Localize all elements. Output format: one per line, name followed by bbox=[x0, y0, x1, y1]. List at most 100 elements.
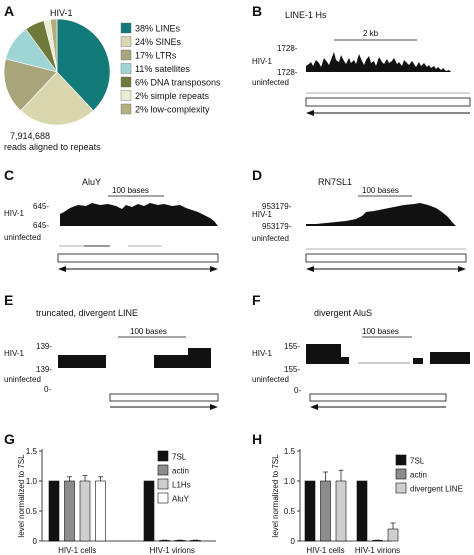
x-tick-label: HIV-1 virions bbox=[150, 546, 195, 555]
pie-legend-label: 2% low-complexity bbox=[135, 105, 210, 115]
bar-aluy bbox=[95, 480, 106, 542]
legend-label: divergent LINE bbox=[410, 485, 463, 494]
panel-c-track-hiv: HIV-1 bbox=[4, 209, 25, 218]
pie-legend-label: 2% simple repeats bbox=[135, 91, 210, 101]
bar-7sl bbox=[304, 480, 316, 542]
panel-f-top-value: 155- bbox=[284, 342, 300, 351]
pie-legend-label: 6% DNA transposons bbox=[135, 78, 221, 88]
y-axis-label: level normalized to 7SL bbox=[17, 454, 26, 538]
legend-label: actin bbox=[172, 467, 189, 476]
legend-label: AluY bbox=[172, 495, 190, 504]
legend-label: 7SL bbox=[410, 457, 425, 466]
panel-c-gene-box bbox=[57, 253, 219, 263]
panel-c-track-uninfected: uninfected bbox=[4, 233, 41, 242]
panel-e-coverage-block-1 bbox=[58, 355, 106, 368]
panel-b-coverage-track bbox=[306, 52, 451, 72]
panel-d-top-value: 953179- bbox=[262, 202, 292, 211]
panel-d-title: RN7SL1 bbox=[318, 177, 352, 187]
panel-f-label: F bbox=[252, 292, 261, 308]
panel-e-top-value: 139- bbox=[36, 342, 52, 351]
pie-legend-swatch bbox=[120, 63, 132, 74]
panel-d-label: D bbox=[252, 167, 262, 183]
panel-b-arrow-head bbox=[306, 110, 314, 116]
panel-d: D RN7SL1 100 bases 953179- HIV-1 953179-… bbox=[252, 167, 467, 272]
x-tick-label: HIV-1 cells bbox=[306, 546, 344, 555]
panel-f-zero-value: 0- bbox=[294, 386, 301, 395]
bar-chart-h: level normalized to 7SL 0 0.5 1.0 1.5 HIV-1 c… bbox=[271, 447, 463, 555]
panel-d-coverage-track bbox=[306, 203, 456, 226]
panel-f-coverage-block-2 bbox=[341, 357, 349, 364]
bar-aluy bbox=[190, 540, 201, 542]
legend-swatch bbox=[395, 468, 407, 480]
panel-b-bottom-value: 1728- bbox=[277, 68, 298, 77]
panel-d-track-uninfected: uninfected bbox=[252, 234, 289, 243]
x-tick-label: HIV-1 cells bbox=[58, 546, 96, 555]
legend-swatch bbox=[395, 482, 407, 494]
y-tick-label: 1.0 bbox=[26, 477, 38, 486]
pie-legend-label: 11% satellites bbox=[135, 64, 190, 74]
panel-c-scale-label: 100 bases bbox=[112, 186, 149, 195]
y-tick-label: 1.0 bbox=[284, 477, 296, 486]
panel-a-label: A bbox=[4, 3, 14, 19]
panel-d-bottom-value: 953179- bbox=[262, 222, 292, 231]
panel-g-label: G bbox=[4, 431, 15, 447]
pie-legend-swatch bbox=[120, 76, 132, 88]
pie-legend: 38% LINEs 24% SINEs 17% LTRs 11% satellites… bbox=[120, 22, 221, 115]
panel-f-arrow-head bbox=[310, 404, 318, 410]
panel-d-scale-label: 100 bases bbox=[362, 186, 399, 195]
pie-legend-swatch bbox=[120, 103, 132, 115]
pie-slice-lines bbox=[56, 18, 111, 112]
pie-legend-swatch bbox=[120, 49, 132, 61]
panel-e-bottom-value: 139- bbox=[36, 365, 52, 374]
bar-chart-g: level normalized to 7SL 0 0.5 1.0 1.5 HIV-1 c… bbox=[17, 447, 216, 555]
panel-d-track-hiv: HIV-1 bbox=[252, 210, 273, 219]
panel-f-track-hiv: HIV-1 bbox=[252, 349, 273, 358]
bar-7sl bbox=[48, 480, 60, 542]
panel-e-track-uninfected: uninfected bbox=[4, 375, 41, 384]
legend-label: actin bbox=[410, 471, 427, 480]
x-tick-label: HIV-1 virions bbox=[355, 546, 400, 555]
panel-f-coverage-block-3 bbox=[413, 358, 423, 364]
panel-f-bottom-value: 155- bbox=[284, 365, 300, 374]
panel-e-title: truncated, divergent LINE bbox=[36, 308, 138, 318]
bar-l1hs bbox=[174, 540, 186, 542]
panel-c: C AluY 100 bases 645- HIV-1 645- uninfec… bbox=[4, 167, 219, 272]
panel-d-gene-box bbox=[305, 253, 467, 263]
y-tick-label: 0.5 bbox=[26, 507, 38, 516]
panel-c-arrow-head-left bbox=[58, 266, 66, 272]
panel-f: F divergent AluS 100 bases 155- HIV-1 15… bbox=[252, 292, 470, 410]
panel-e-track-hiv: HIV-1 bbox=[4, 349, 25, 358]
legend-swatch bbox=[157, 450, 169, 462]
legend-label: L1Hs bbox=[172, 481, 191, 490]
panel-c-bottom-value: 645- bbox=[33, 221, 49, 230]
panel-f-track-uninfected: uninfected bbox=[252, 375, 289, 384]
panel-f-gene-box bbox=[309, 393, 447, 402]
panel-b-title: LINE-1 Hs bbox=[285, 10, 327, 20]
panel-h: H level normalized to 7SL 0 0.5 1.0 1.5 HIV-1… bbox=[252, 431, 463, 555]
panel-a: A HIV-1 38% LINEs 24% SINEs 17% LTRs 11% sa… bbox=[3, 3, 221, 152]
panel-b-label: B bbox=[252, 3, 262, 19]
panel-b-scale-label: 2 kb bbox=[363, 29, 379, 38]
panel-e-gene-box bbox=[109, 393, 219, 402]
panel-f-coverage-block-1 bbox=[306, 344, 341, 364]
pie-legend-swatch bbox=[120, 36, 132, 47]
legend-swatch bbox=[157, 464, 169, 476]
legend-swatch bbox=[395, 454, 407, 466]
pie-legend-label: 17% LTRs bbox=[135, 51, 177, 61]
panel-c-arrow-head-right bbox=[210, 266, 218, 272]
pie-chart bbox=[3, 18, 111, 126]
panel-e-scale-label: 100 bases bbox=[130, 327, 167, 336]
bar-divergent-line bbox=[387, 528, 399, 542]
panel-e-coverage-block-2 bbox=[154, 355, 190, 368]
pie-legend-label: 38% LINEs bbox=[135, 24, 181, 34]
reads-caption: reads aligned to repeats bbox=[4, 142, 101, 152]
bar-7sl bbox=[143, 480, 155, 542]
bar-l1hs bbox=[79, 480, 91, 542]
panel-b-track-hiv: HIV-1 bbox=[252, 57, 273, 66]
panel-h-label: H bbox=[252, 431, 262, 447]
y-tick-label: 1.5 bbox=[26, 447, 38, 456]
bar-actin bbox=[320, 480, 331, 542]
panel-c-title: AluY bbox=[82, 177, 101, 187]
pie-slice-ltrs bbox=[3, 58, 58, 112]
pie-legend-swatch bbox=[120, 22, 132, 34]
